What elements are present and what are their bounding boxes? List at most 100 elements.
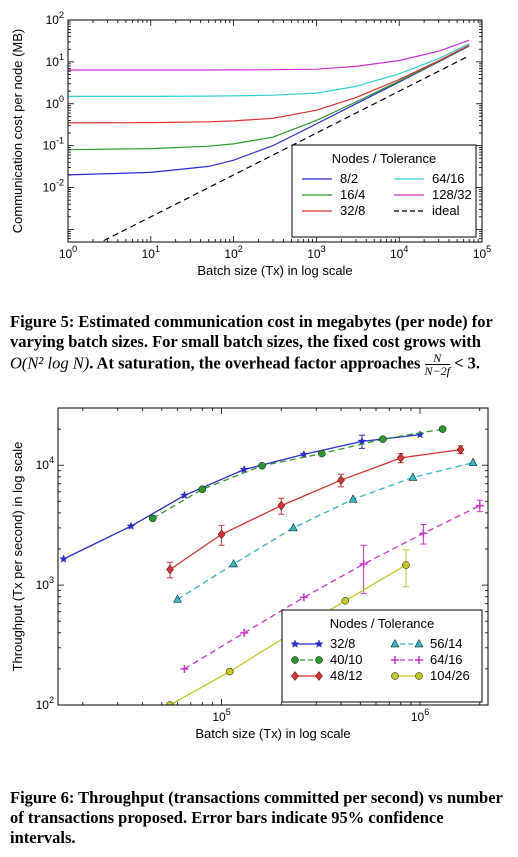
legend-entry: ideal xyxy=(394,203,460,218)
data-point xyxy=(277,500,286,511)
data-point xyxy=(299,449,309,459)
data-point xyxy=(288,522,298,532)
series-32-8 xyxy=(59,429,425,563)
legend-label: 16/4 xyxy=(340,187,365,202)
legend-label: 32/8 xyxy=(330,636,355,651)
legend-label: 40/10 xyxy=(330,652,363,667)
data-point xyxy=(258,461,266,470)
series-ideal xyxy=(99,55,470,242)
data-point xyxy=(318,449,326,458)
data-point xyxy=(348,494,358,503)
legend-marker xyxy=(291,656,299,664)
throughput-chart: 105 106 102 103 104 Batch size (Tx) in log s… xyxy=(10,407,489,741)
legend: Nodes / Tolerance 8/216/432/8 64/16128/32i… xyxy=(291,144,477,238)
data-point xyxy=(379,435,387,443)
legend-label: ideal xyxy=(432,203,460,218)
y-tick-label: 10-1 xyxy=(43,136,64,153)
legend-label: 48/12 xyxy=(330,668,363,683)
x-tick-label: 102 xyxy=(224,244,242,261)
series-48-12 xyxy=(166,444,465,579)
x-tick-label: 105 xyxy=(473,244,491,261)
data-point xyxy=(198,485,207,494)
legend-entry: 16/4 xyxy=(302,187,365,202)
data-point xyxy=(468,457,478,466)
data-point xyxy=(166,701,174,705)
data-point xyxy=(415,429,425,439)
data-point xyxy=(299,593,308,602)
y-tick-label: 10-2 xyxy=(43,178,64,195)
legend-entry: 64/16 xyxy=(394,171,465,186)
legend-entry: 40/10 xyxy=(291,652,363,667)
legend-marker xyxy=(291,671,299,681)
series-line xyxy=(152,428,443,519)
legend-marker xyxy=(290,639,300,648)
series-16-4 xyxy=(68,45,470,151)
y-tick-label: 101 xyxy=(46,52,64,69)
series-line xyxy=(68,45,470,151)
legend-entry: 56/14 xyxy=(390,636,463,651)
legend-entry: 48/12 xyxy=(291,668,363,683)
y-tick-label: 103 xyxy=(36,575,54,592)
legend-label: 64/16 xyxy=(432,171,465,186)
series-line xyxy=(68,44,470,124)
data-point xyxy=(359,559,368,568)
y-axis-label: Throughput (Tx per second) in log scale xyxy=(10,442,25,672)
data-point xyxy=(166,564,174,575)
y-tick-label: 102 xyxy=(36,695,54,712)
data-point xyxy=(337,475,345,486)
series-line xyxy=(184,505,481,670)
legend-marker xyxy=(415,656,423,664)
series-line xyxy=(169,448,461,571)
series-line xyxy=(177,462,474,600)
data-point xyxy=(396,453,405,463)
x-tick-label: 101 xyxy=(142,244,160,261)
legend-entry: 104/26 xyxy=(391,668,470,683)
series-64-16 xyxy=(68,43,470,98)
data-point xyxy=(180,664,189,673)
x-tick-label: 103 xyxy=(307,244,325,261)
legend-title: Nodes / Tolerance xyxy=(330,616,435,631)
error-bar xyxy=(360,544,367,595)
series-32-8 xyxy=(68,44,470,124)
x-tick-label: 100 xyxy=(59,244,77,261)
y-axis-label: Communication cost per node (MB) xyxy=(10,29,25,233)
legend-label: 104/26 xyxy=(430,668,470,683)
legend-marker xyxy=(390,638,400,648)
legend-marker xyxy=(315,656,323,664)
data-point xyxy=(419,529,428,538)
legend-label: 32/8 xyxy=(340,203,365,218)
x-tick-label: 104 xyxy=(390,244,408,261)
legend-label: 128/32 xyxy=(432,187,472,202)
data-point xyxy=(173,594,182,603)
data-point xyxy=(126,521,136,530)
data-point xyxy=(475,501,484,510)
data-point xyxy=(179,490,189,500)
legend-marker xyxy=(414,638,424,648)
x-tick-label: 105 xyxy=(212,707,230,724)
legend-label: 64/16 xyxy=(430,652,463,667)
figure-5-caption: Figure 5: Estimated communication cost i… xyxy=(10,312,493,378)
legend-entry: 32/8 xyxy=(302,203,365,218)
data-point xyxy=(239,464,249,474)
legend-marker xyxy=(315,671,323,681)
series-line xyxy=(68,45,470,176)
legend-marker xyxy=(391,672,399,680)
data-point xyxy=(59,554,69,563)
data-point xyxy=(226,667,234,676)
data-point xyxy=(240,628,249,637)
legend-entry: 8/2 xyxy=(302,171,358,186)
data-point xyxy=(408,472,418,481)
legend-title: Nodes / Tolerance xyxy=(332,151,437,166)
series-line xyxy=(99,55,470,242)
x-tick-label: 106 xyxy=(411,707,429,724)
legend-marker xyxy=(415,672,423,680)
data-point xyxy=(341,597,349,605)
x-axis-label: Batch size (Tx) in log scale xyxy=(197,263,352,278)
legend-entry: 128/32 xyxy=(394,187,472,202)
series-128-32 xyxy=(68,39,470,71)
communication-cost-chart: 100 101 102 103 104 105 10-2 10-1 100 101 102 Batc… xyxy=(10,10,491,278)
series-line xyxy=(63,433,421,560)
data-point xyxy=(456,444,465,455)
legend-label: 8/2 xyxy=(340,171,358,186)
data-point xyxy=(148,514,157,523)
